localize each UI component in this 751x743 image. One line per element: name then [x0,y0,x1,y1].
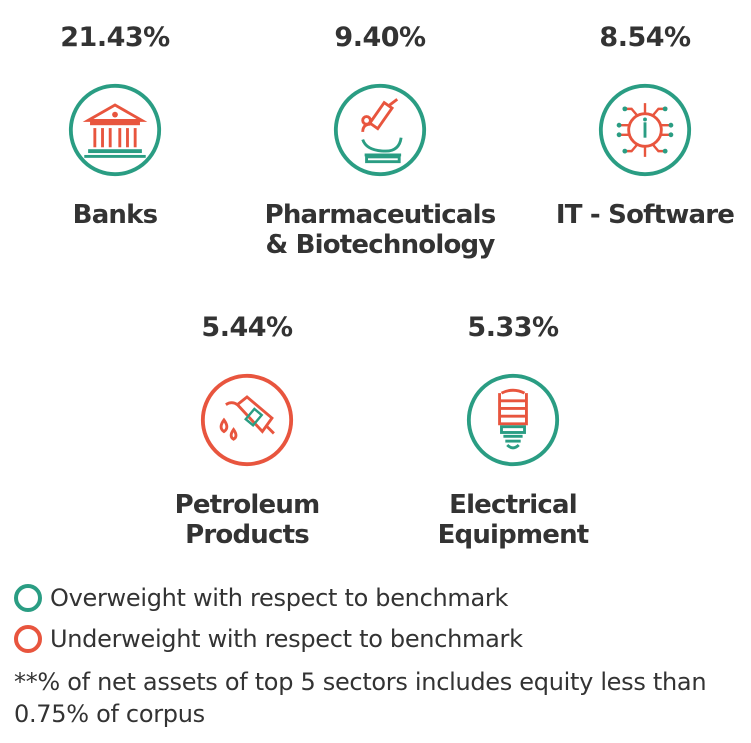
bank-icon [67,82,163,178]
chip-icon [597,82,693,178]
fuel-nozzle-icon [199,372,295,468]
underweight-ring-icon [14,625,42,653]
sector-percent: 9.40% [334,22,426,53]
legend-underweight-label: Underweight with respect to benchmark [50,625,523,653]
legend-overweight: Overweight with respect to benchmark [14,584,508,612]
sector-petroleum: 5.44% Petroleum Products [117,312,377,550]
sector-percent: 5.44% [201,312,293,343]
sector-electrical: 5.33% Electrical Equipment [383,312,643,550]
footnote: **% of net assets of top 5 sectors inclu… [14,668,707,728]
sector-banks: 21.43% Banks [0,22,245,230]
sector-percent: 21.43% [60,22,170,53]
sector-percent: 8.54% [599,22,691,53]
overweight-ring-icon [14,584,42,612]
sector-pharma: 9.40% Pharmaceuticals & Biotechnology [250,22,510,260]
sector-name: Electrical Equipment [437,490,590,550]
sector-it-software: 8.54% IT - Software [515,22,751,230]
legend-underweight: Underweight with respect to benchmark [14,625,523,653]
sector-name: IT - Software [555,200,735,230]
microscope-icon [332,82,428,178]
sector-percent: 5.33% [467,312,559,343]
sector-name: Pharmaceuticals & Biotechnology [264,200,497,260]
bulb-icon [465,372,561,468]
legend-overweight-label: Overweight with respect to benchmark [50,584,509,612]
sector-name: Banks [72,200,158,230]
sector-name: Petroleum Products [174,490,321,550]
